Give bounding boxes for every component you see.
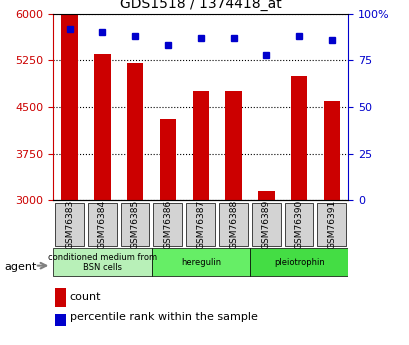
- FancyBboxPatch shape: [284, 203, 312, 246]
- Text: GSM76384: GSM76384: [98, 200, 107, 249]
- Bar: [127, 63, 143, 200]
- Text: GSM76388: GSM76388: [229, 200, 238, 249]
- FancyBboxPatch shape: [249, 248, 348, 276]
- Bar: [192, 91, 209, 200]
- Bar: [290, 76, 307, 200]
- FancyBboxPatch shape: [317, 203, 345, 246]
- Text: GSM76387: GSM76387: [196, 200, 205, 249]
- FancyBboxPatch shape: [218, 203, 247, 246]
- Bar: [94, 54, 110, 200]
- Text: agent: agent: [4, 263, 36, 272]
- FancyBboxPatch shape: [153, 203, 182, 246]
- Bar: [61, 14, 78, 200]
- FancyBboxPatch shape: [53, 248, 151, 276]
- Text: pleiotrophin: pleiotrophin: [273, 258, 324, 267]
- Text: percentile rank within the sample: percentile rank within the sample: [70, 313, 257, 322]
- Bar: [160, 119, 176, 200]
- Bar: [258, 191, 274, 200]
- FancyBboxPatch shape: [186, 203, 214, 246]
- Text: heregulin: heregulin: [180, 258, 220, 267]
- Text: GSM76390: GSM76390: [294, 200, 303, 249]
- FancyBboxPatch shape: [151, 248, 249, 276]
- FancyBboxPatch shape: [251, 203, 280, 246]
- Text: GSM76383: GSM76383: [65, 200, 74, 249]
- FancyBboxPatch shape: [88, 203, 116, 246]
- Text: conditioned medium from
BSN cells: conditioned medium from BSN cells: [48, 253, 157, 272]
- Text: GSM76386: GSM76386: [163, 200, 172, 249]
- Bar: [323, 101, 339, 200]
- Text: GSM76385: GSM76385: [130, 200, 139, 249]
- FancyBboxPatch shape: [120, 203, 149, 246]
- Text: GSM76389: GSM76389: [261, 200, 270, 249]
- Text: count: count: [70, 292, 101, 302]
- Text: GSM76391: GSM76391: [327, 200, 336, 249]
- Bar: [225, 91, 241, 200]
- FancyBboxPatch shape: [55, 203, 83, 246]
- Title: GDS1518 / 1374418_at: GDS1518 / 1374418_at: [120, 0, 281, 11]
